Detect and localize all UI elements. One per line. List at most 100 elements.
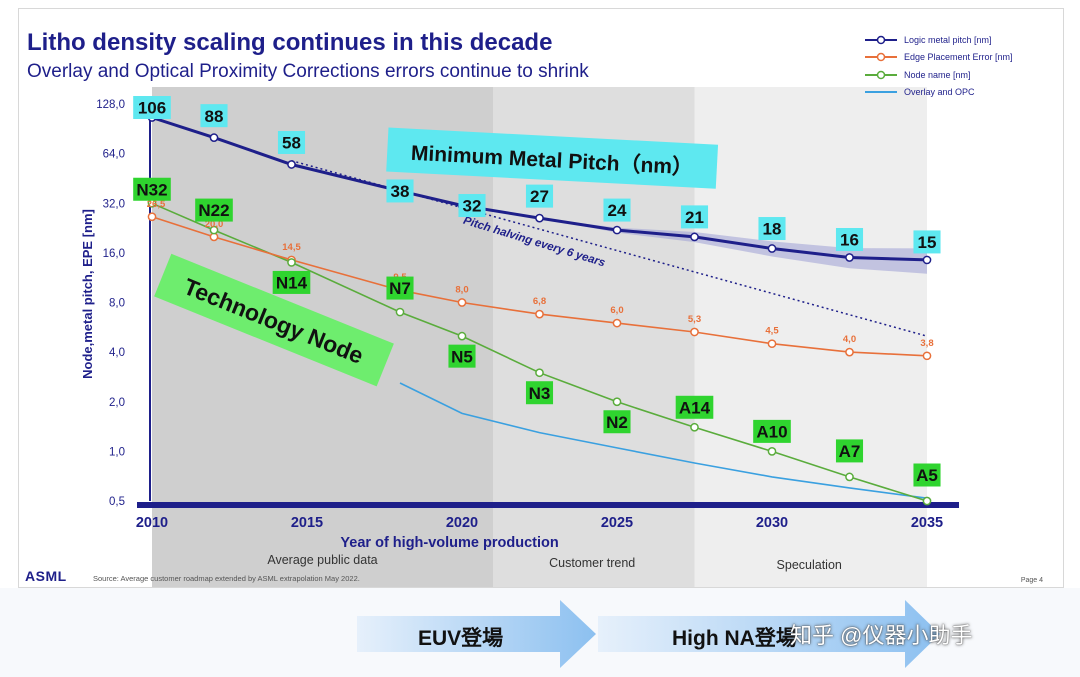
node-data-label-bg — [525, 381, 554, 405]
marker-node — [535, 368, 544, 378]
marker-node — [612, 397, 622, 407]
marker-node — [922, 496, 932, 506]
pitch-data-label: 32 — [463, 197, 482, 216]
y-tick-label: 128,0 — [96, 99, 125, 111]
marker-epe — [147, 212, 157, 222]
series-overlay-line — [399, 382, 928, 499]
epe-data-label: 3,8 — [920, 338, 933, 349]
node-data-label: A14 — [679, 398, 711, 417]
legend-item: Edge Placement Error [nm] — [864, 49, 1013, 67]
marker-epe — [535, 309, 544, 319]
marker-epe — [767, 339, 777, 349]
slide: Litho density scaling continues in this … — [18, 8, 1064, 588]
epe-data-label: 4,0 — [843, 334, 856, 345]
source-note: Source: Average customer roadmap extende… — [93, 574, 360, 583]
epe-data-label: 26,5 — [147, 199, 166, 210]
y-tick-label: 4,0 — [109, 347, 125, 359]
marker-logic — [612, 225, 622, 235]
slide-title: Litho density scaling continues in this … — [27, 29, 553, 56]
x-axis-line — [137, 502, 959, 508]
metal-pitch-callout: Minimum Metal Pitch（nm） — [386, 127, 719, 189]
node-data-label-bg — [913, 463, 941, 487]
node-data-label: A5 — [916, 466, 938, 485]
y-axis-label: Node,metal pitch, EPE [nm] — [80, 209, 95, 379]
node-data-label: N2 — [606, 413, 628, 432]
legend-swatch — [865, 35, 897, 44]
node-data-label: A10 — [756, 422, 787, 441]
epe-data-label: 8,0 — [455, 285, 468, 296]
pitch-data-label-bg — [525, 184, 554, 208]
high-na-label: High NA登場 — [672, 627, 797, 650]
x-tick-label: 2010 — [136, 515, 168, 531]
pitch-data-label-bg — [680, 205, 709, 229]
y-tick-label: 8,0 — [109, 298, 125, 310]
pitch-data-label: 27 — [530, 187, 549, 206]
epe-data-label: 5,3 — [688, 314, 701, 325]
pitch-data-label: 24 — [608, 201, 627, 220]
marker-epe — [457, 298, 467, 307]
pitch-data-label-bg — [386, 179, 414, 203]
node-data-label: N32 — [136, 180, 167, 199]
pitch-data-label: 18 — [763, 220, 782, 239]
x-tick-label: 2025 — [601, 515, 633, 531]
marker-node — [395, 307, 405, 317]
legend-swatch — [865, 70, 897, 79]
node-data-label-bg — [603, 410, 631, 434]
pitch-data-label-bg — [277, 130, 306, 154]
pitch-data-label-bg — [758, 217, 786, 241]
legend-swatch — [865, 53, 897, 62]
epe-data-label: 20,0 — [205, 219, 224, 230]
marker-logic — [922, 255, 932, 265]
euv-arrow-shape — [357, 600, 940, 668]
x-axis-label: Year of high-volume production — [340, 535, 558, 551]
x-tick-label: 2030 — [756, 515, 788, 531]
node-data-label-bg — [835, 439, 864, 463]
pitch-data-label: 21 — [685, 208, 704, 227]
marker-logic — [767, 244, 777, 253]
region-label: Average public data — [267, 553, 377, 567]
marker-node — [767, 447, 777, 456]
legend-item: Logic metal pitch [nm] — [864, 31, 1013, 49]
pitch-data-label: 15 — [918, 233, 937, 252]
y-tick-label: 16,0 — [103, 248, 125, 260]
page-number: Page 4 — [1020, 577, 1043, 584]
x-tick-label: 2015 — [291, 515, 323, 531]
slide-subtitle: Overlay and Optical Proximity Correction… — [27, 61, 589, 82]
legend-swatch — [865, 91, 897, 94]
pitch-data-label: 106 — [138, 99, 166, 118]
y-tick-label: 1,0 — [109, 446, 125, 458]
marker-node — [209, 225, 219, 235]
node-data-label: N3 — [529, 384, 551, 403]
epe-data-label: 4,5 — [765, 326, 779, 337]
y-tick-label: 64,0 — [103, 149, 125, 161]
marker-logic — [845, 253, 854, 262]
marker-node — [845, 472, 854, 482]
marker-epe — [922, 351, 932, 361]
y-tick-label: 32,0 — [103, 198, 125, 210]
pitch-data-label: 16 — [840, 231, 859, 250]
y-tick-label: 2,0 — [109, 397, 125, 409]
chart: Average public data Customer trend Specula… — [80, 87, 959, 587]
legend-item: Overlay and OPC — [864, 84, 1013, 102]
node-data-label-bg — [195, 198, 233, 222]
y-tick-label: 0,5 — [109, 496, 125, 508]
pitch-data-label-bg — [200, 104, 228, 128]
marker-logic — [287, 160, 296, 169]
region-label: Speculation — [777, 558, 842, 572]
pitch-data-label-bg — [133, 96, 171, 120]
footer-banner: EUV登場 High NA登場 知乎 @仪器小助手 — [0, 588, 1080, 677]
metal-pitch-callout-bg — [386, 127, 719, 189]
watermark: 知乎 @仪器小助手 — [790, 623, 973, 648]
asml-logo: ASML — [25, 568, 67, 584]
legend: Logic metal pitch [nm] Edge Placement Err… — [864, 31, 1013, 101]
x-tick-label: 2035 — [911, 515, 943, 531]
epe-data-label: 6,0 — [610, 305, 623, 316]
node-data-label: N14 — [276, 274, 308, 293]
legend-label: Edge Placement Error [nm] — [904, 52, 1013, 63]
pitch-data-label-bg — [913, 230, 941, 254]
pitch-data-label: 88 — [205, 107, 224, 126]
node-data-label-bg — [272, 270, 311, 294]
marker-epe — [612, 318, 622, 328]
marker-node — [690, 422, 699, 432]
epe-data-label: 6,8 — [533, 296, 546, 307]
